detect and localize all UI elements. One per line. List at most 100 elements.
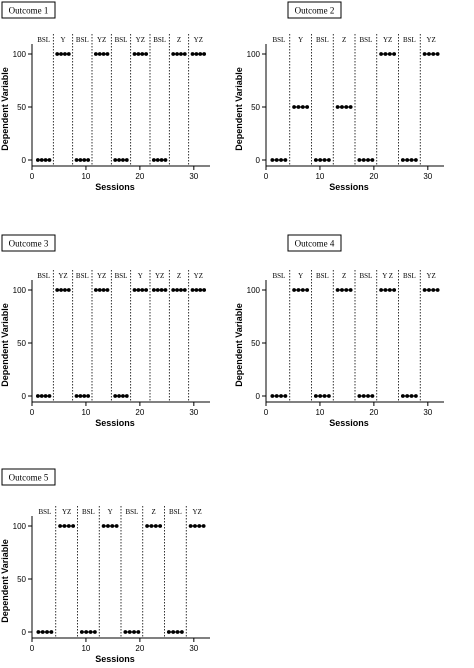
data-point [400,394,405,398]
data-point [180,630,184,634]
data-point [144,288,149,292]
data-point [155,288,160,292]
outcome-title: Outcome 1 [9,6,49,16]
phase-label: YZ [97,272,106,280]
data-point [132,52,137,56]
phase-label: BSL [37,36,50,44]
data-point [427,52,431,56]
data-point [357,158,362,162]
data-point [431,52,436,56]
data-point [62,524,67,528]
data-point [322,394,327,398]
data-point [198,52,203,56]
data-point [344,288,349,292]
data-point [86,158,91,162]
data-point [66,288,71,292]
phase-label: YZ [194,36,203,44]
data-point [348,288,353,292]
y-tick-label: 100 [13,50,27,59]
data-point [78,158,83,162]
y-tick-label: 50 [251,339,260,348]
data-point [313,158,318,162]
data-point [422,52,427,56]
data-point [43,158,48,162]
phase-label: YZ [194,272,203,280]
data-point [370,158,375,162]
data-point [136,52,141,56]
data-point [132,630,136,634]
data-point [190,288,195,292]
x-tick-label: 30 [189,172,198,181]
data-point [340,105,344,109]
phase-label: BSL [403,272,416,280]
y-tick-label: 0 [256,156,261,165]
data-point [182,52,187,56]
data-point [405,158,410,162]
phase-label: BSL [272,272,285,280]
data-point [274,158,279,162]
data-point [361,158,366,162]
data-point [318,158,323,162]
x-tick-label: 0 [264,172,269,181]
phase-label: BSL [115,36,128,44]
data-point [159,288,164,292]
data-point [49,630,54,634]
data-point [414,158,418,162]
x-tick-label: 10 [315,172,324,181]
phase-label: BSL [37,272,50,280]
data-point [379,52,383,56]
phase-label: YZ [136,36,145,44]
chart-panel-5: Outcome 5 0 50 100 0 10 20 30 Sessions Dependent … [0,468,210,664]
data-point [101,524,106,528]
x-tick-label: 30 [189,408,198,417]
outcome-title: Outcome 2 [295,6,335,16]
data-point [194,288,199,292]
data-point [202,52,207,56]
data-point [422,288,427,292]
data-point [300,105,305,109]
data-point [340,288,344,292]
phase-label: Y [138,272,143,280]
data-point [193,524,197,528]
x-tick-label: 10 [81,644,90,653]
chart-panel-1: Outcome 1 0 50 100 0 10 20 30 Sessions Dependent … [0,1,210,192]
y-tick-label: 100 [247,286,261,295]
data-point [427,288,431,292]
x-tick-label: 20 [369,172,378,181]
data-point [39,158,44,162]
data-point [179,52,183,56]
outcome-title-box [287,1,342,19]
phase-label: BSL [359,36,372,44]
data-point [74,394,79,398]
data-point [366,394,370,398]
data-point [188,524,193,528]
data-point [166,630,171,634]
data-point [136,288,141,292]
data-point [435,52,440,56]
data-point [47,158,52,162]
data-point [361,394,366,398]
data-point [117,394,121,398]
data-point [279,158,283,162]
data-point [300,288,305,292]
x-axis-title: Sessions [329,182,369,192]
data-point [435,288,440,292]
data-point [39,394,44,398]
outcome-title: Outcome 3 [9,239,49,249]
data-point [296,105,301,109]
data-point [151,158,156,162]
data-point [409,158,414,162]
data-point [114,524,119,528]
phase-label: BSL [76,272,89,280]
data-point [86,394,91,398]
phase-label: YZ [58,272,67,280]
data-point [158,524,163,528]
data-point [40,630,45,634]
data-point [113,394,118,398]
data-point [400,158,405,162]
data-point [71,524,76,528]
data-point [292,105,296,109]
data-point [93,288,98,292]
x-tick-label: 20 [135,172,144,181]
chart-panel-4: Outcome 4 0 50 100 0 10 20 30 Sessions Dependent … [234,234,444,428]
